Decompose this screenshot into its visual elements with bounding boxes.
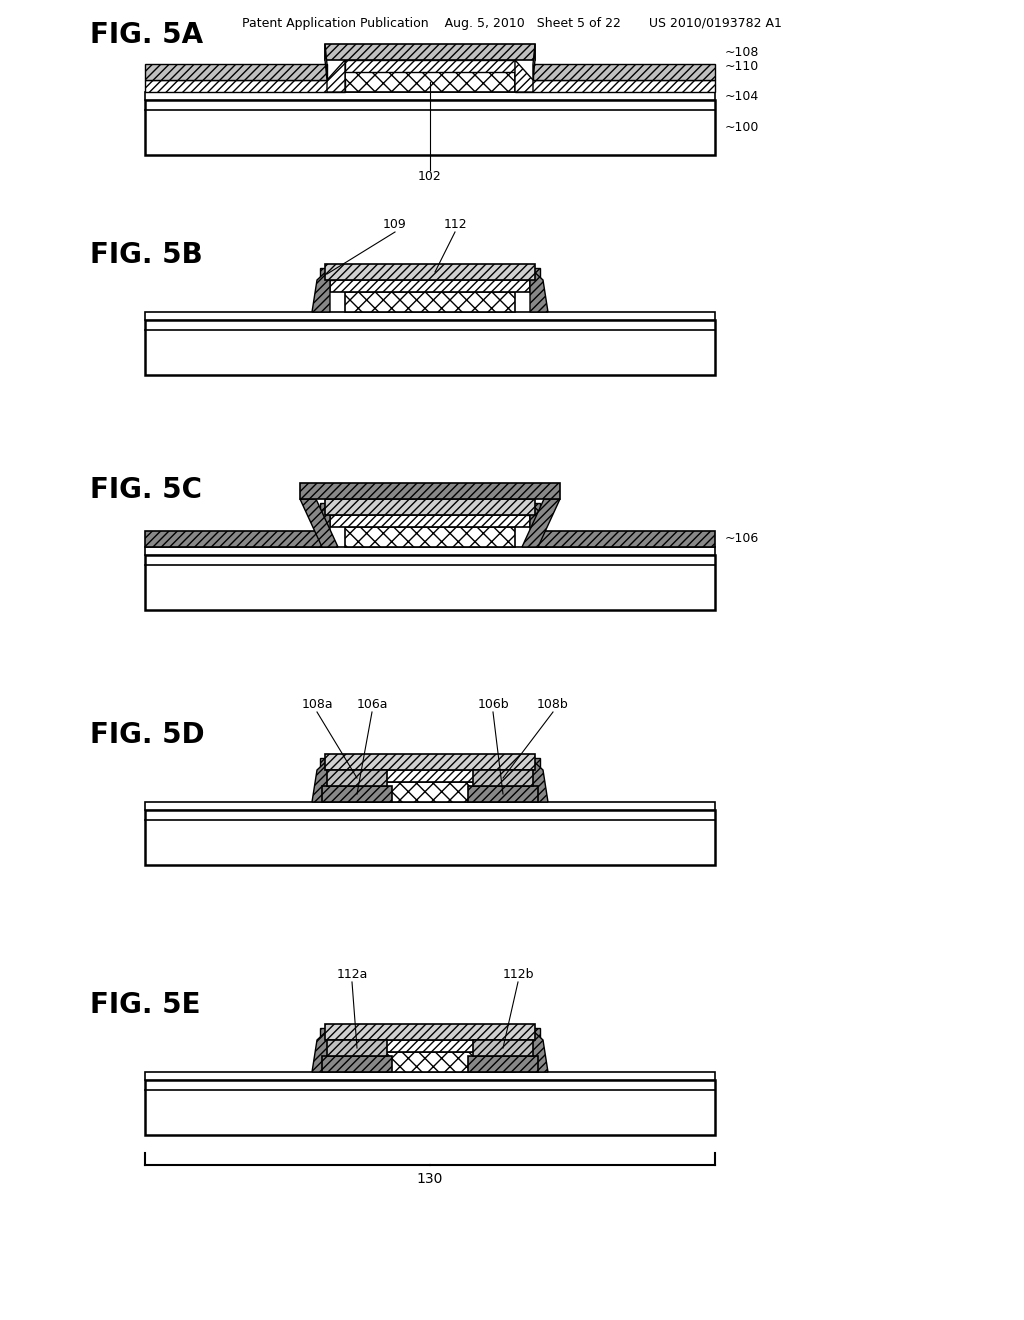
Bar: [345, 781, 515, 803]
Polygon shape: [522, 499, 560, 546]
Bar: [145, 100, 715, 154]
Bar: [145, 92, 715, 100]
Text: 112b: 112b: [502, 968, 534, 981]
Bar: [345, 73, 515, 92]
Text: 106a: 106a: [356, 697, 388, 710]
Polygon shape: [312, 268, 330, 312]
Bar: [515, 81, 715, 92]
Polygon shape: [325, 44, 327, 81]
Text: FIG. 5B: FIG. 5B: [90, 242, 203, 269]
Bar: [145, 803, 715, 810]
Bar: [145, 554, 715, 610]
Bar: [300, 483, 560, 499]
Bar: [538, 531, 715, 546]
Bar: [345, 59, 515, 73]
Bar: [145, 312, 715, 319]
Bar: [534, 63, 715, 81]
Bar: [468, 1056, 538, 1072]
Bar: [145, 810, 715, 865]
Polygon shape: [530, 503, 548, 546]
Bar: [322, 785, 392, 803]
Text: ~108: ~108: [725, 45, 760, 58]
Bar: [319, 268, 334, 280]
Bar: [345, 292, 515, 312]
Polygon shape: [530, 758, 548, 803]
Bar: [526, 268, 540, 280]
Bar: [145, 81, 345, 92]
Text: FIG. 5D: FIG. 5D: [90, 721, 205, 748]
Bar: [325, 1024, 535, 1040]
Polygon shape: [530, 1028, 548, 1072]
Bar: [526, 503, 540, 515]
Bar: [330, 515, 530, 527]
Bar: [319, 1028, 334, 1040]
Bar: [345, 1052, 515, 1072]
Text: ~106: ~106: [725, 532, 759, 545]
Text: ~100: ~100: [725, 121, 760, 135]
Text: 112a: 112a: [336, 968, 368, 981]
Polygon shape: [312, 503, 330, 546]
Text: Patent Application Publication    Aug. 5, 2010   Sheet 5 of 22       US 2010/019: Patent Application Publication Aug. 5, 2…: [242, 16, 782, 29]
Bar: [330, 1040, 530, 1052]
Text: 130: 130: [417, 1172, 443, 1185]
Bar: [319, 503, 334, 515]
Polygon shape: [515, 59, 534, 92]
Bar: [327, 770, 387, 785]
Text: FIG. 5C: FIG. 5C: [90, 477, 202, 504]
Bar: [526, 1028, 540, 1040]
Bar: [325, 754, 535, 770]
Bar: [526, 758, 540, 770]
Bar: [325, 264, 535, 280]
Bar: [345, 527, 515, 546]
Polygon shape: [300, 499, 338, 546]
Text: 108b: 108b: [538, 697, 569, 710]
Bar: [145, 63, 327, 81]
Bar: [330, 280, 530, 292]
Text: 106b: 106b: [477, 697, 509, 710]
Polygon shape: [534, 44, 535, 81]
Bar: [327, 1040, 387, 1056]
Text: ~110: ~110: [725, 59, 759, 73]
Bar: [145, 1072, 715, 1080]
Bar: [145, 1080, 715, 1135]
Text: 112: 112: [443, 218, 467, 231]
Text: FIG. 5A: FIG. 5A: [90, 21, 203, 49]
Bar: [325, 44, 535, 59]
Bar: [322, 1056, 392, 1072]
Bar: [319, 758, 334, 770]
Text: 102: 102: [418, 170, 442, 183]
Text: 108a: 108a: [301, 697, 333, 710]
Text: 109: 109: [383, 218, 407, 231]
Polygon shape: [312, 1028, 330, 1072]
Polygon shape: [327, 59, 345, 92]
Bar: [325, 499, 535, 515]
Bar: [145, 531, 322, 546]
Text: FIG. 5E: FIG. 5E: [90, 991, 201, 1019]
Polygon shape: [312, 758, 330, 803]
Bar: [473, 1040, 534, 1056]
Bar: [145, 319, 715, 375]
Text: ~104: ~104: [725, 90, 759, 103]
Bar: [330, 770, 530, 781]
Polygon shape: [530, 268, 548, 312]
Bar: [473, 770, 534, 785]
Bar: [145, 546, 715, 554]
Bar: [468, 785, 538, 803]
